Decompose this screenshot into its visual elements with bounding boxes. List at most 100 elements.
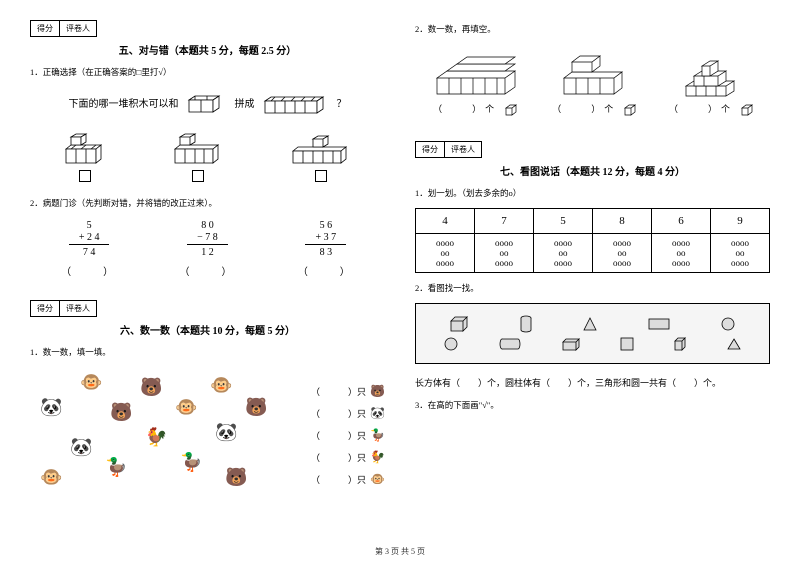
arith-2-paren[interactable]: （ ） bbox=[179, 263, 235, 278]
score-label-7: 得分 bbox=[416, 142, 445, 157]
circle-icon bbox=[443, 336, 459, 352]
score-box-6: 得分 评卷人 bbox=[30, 300, 97, 317]
arith-1-paren[interactable]: （ ） bbox=[61, 263, 117, 278]
grader-label-6: 评卷人 bbox=[60, 301, 96, 316]
count-line-4[interactable]: （）只🐓 bbox=[311, 450, 385, 465]
cube-opt-3-icon bbox=[289, 133, 353, 167]
td-2[interactable]: oooooooooo bbox=[534, 233, 593, 272]
grader-label-7: 评卷人 bbox=[445, 142, 481, 157]
bear-mini-icon: 🐻 bbox=[370, 384, 385, 399]
single-cube-icon bbox=[504, 103, 518, 117]
cube-small-icon bbox=[187, 90, 227, 114]
arith-2: 8 0 − 7 8 1 2 （ ） bbox=[179, 220, 235, 278]
q6-1-text: 1．数一数，填一填。 bbox=[30, 346, 385, 358]
cube-opt-2-icon bbox=[171, 133, 225, 167]
rect-icon bbox=[648, 318, 670, 330]
duck-mini-icon: 🦆 bbox=[370, 428, 385, 443]
td-1[interactable]: oooooooooo bbox=[475, 233, 534, 272]
shapes-box bbox=[415, 303, 770, 364]
panda-icon: 🐼 bbox=[40, 397, 62, 418]
panda-icon: 🐼 bbox=[70, 437, 92, 458]
arith-3-paren[interactable]: （ ） bbox=[298, 263, 354, 278]
arith-1: 5 + 2 4 7 4 （ ） bbox=[61, 220, 117, 278]
td-4[interactable]: oooooooooo bbox=[652, 233, 711, 272]
count-line-3[interactable]: （）只🦆 bbox=[311, 428, 385, 443]
cube-stack-3-icon bbox=[682, 48, 742, 98]
q5-1-text: 1．正确选择（在正确答案的□里打√） bbox=[30, 66, 385, 78]
cube-stack-1-icon bbox=[431, 48, 521, 98]
bear-icon: 🐻 bbox=[110, 402, 132, 423]
checkbox-1[interactable] bbox=[79, 170, 91, 182]
cube-icon bbox=[673, 336, 687, 352]
th-0: 4 bbox=[416, 208, 475, 233]
cuboid-icon bbox=[449, 315, 469, 333]
arith-3-a: 5 6 bbox=[320, 220, 333, 231]
count-lines: （）只🐻 （）只🐼 （）只🦆 （）只🐓 （）只🐵 bbox=[311, 377, 385, 494]
grader-label: 评卷人 bbox=[60, 21, 96, 36]
td-3[interactable]: oooooooooo bbox=[593, 233, 652, 272]
square-icon bbox=[620, 337, 634, 351]
count-line-1[interactable]: （）只🐻 bbox=[311, 384, 385, 399]
monkey-icon: 🐵 bbox=[40, 467, 62, 488]
triangle-icon bbox=[582, 316, 598, 332]
q5-2-text: 2．病题门诊（先判断对错，并将错的改正过来）。 bbox=[30, 197, 385, 209]
cube-1-fill[interactable]: （ ）个 bbox=[433, 104, 498, 114]
q7-1-text: 1．划一划。（划去多余的o） bbox=[415, 187, 770, 199]
arith-3-b: + 3 7 bbox=[305, 232, 346, 245]
triangle-icon bbox=[726, 337, 742, 351]
score-label-6: 得分 bbox=[31, 301, 60, 316]
monkey-mini-icon: 🐵 bbox=[370, 472, 385, 487]
th-5: 9 bbox=[711, 208, 770, 233]
monkey-icon: 🐵 bbox=[210, 375, 232, 396]
arith-3: 5 6 + 3 7 8 3 （ ） bbox=[298, 220, 354, 278]
bear-icon: 🐻 bbox=[225, 467, 247, 488]
checkbox-2[interactable] bbox=[192, 170, 204, 182]
section-5-title: 五、对与错（本题共 5 分，每题 2.5 分） bbox=[30, 42, 385, 57]
q7-3-text: 3．在高的下面画"√"。 bbox=[415, 399, 770, 411]
th-1: 7 bbox=[475, 208, 534, 233]
monkey-icon: 🐵 bbox=[80, 372, 102, 393]
page-footer: 第 3 页 共 5 页 bbox=[0, 546, 800, 557]
td-0[interactable]: oooooooooo bbox=[416, 233, 475, 272]
arithmetic-problems: 5 + 2 4 7 4 （ ） 8 0 − 7 8 1 2 （ ） 5 6 + … bbox=[30, 220, 385, 278]
score-box-7: 得分 评卷人 bbox=[415, 141, 482, 158]
section-6-title: 六、数一数（本题共 10 分，每题 5 分） bbox=[30, 322, 385, 337]
q-text-b: 拼成 bbox=[235, 95, 255, 110]
checkbox-3[interactable] bbox=[315, 170, 327, 182]
q-top-right: 2．数一数，再填空。 bbox=[415, 23, 770, 35]
section-7-title: 七、看图说话（本题共 12 分，每题 4 分） bbox=[415, 163, 770, 178]
q-text-a: 下面的哪一堆积木可以和 bbox=[69, 95, 179, 110]
arith-1-b: + 2 4 bbox=[69, 232, 110, 245]
duck-icon: 🦆 bbox=[105, 457, 127, 478]
bear-icon: 🐻 bbox=[245, 397, 267, 418]
td-5[interactable]: oooooooooo bbox=[711, 233, 770, 272]
shapes-fill-text[interactable]: 长方体有（ ）个，圆柱体有（ ）个，三角形和圆一共有（ ）个。 bbox=[415, 376, 770, 390]
blocks-question-line: 下面的哪一堆积木可以和 拼成 ？ bbox=[30, 89, 385, 115]
count-line-2[interactable]: （）只🐼 bbox=[311, 406, 385, 421]
cylinder-h-icon bbox=[498, 338, 522, 350]
th-2: 5 bbox=[534, 208, 593, 233]
single-cube-icon bbox=[623, 103, 637, 117]
q7-2-text: 2．看图找一找。 bbox=[415, 282, 770, 294]
rooster-mini-icon: 🐓 bbox=[370, 450, 385, 465]
arith-1-a: 5 bbox=[87, 220, 92, 231]
cuboid-icon bbox=[561, 337, 581, 351]
animals-area: 🐼 🐵 🐼 🐻 🦆 🐻 🐓 🐵 🦆 🐵 🐼 🐻 🐻 🐵 （）只🐻 （）只🐼 （）… bbox=[30, 367, 385, 497]
rooster-icon: 🐓 bbox=[145, 427, 167, 448]
cube-3-fill[interactable]: （ ）个 bbox=[669, 104, 734, 114]
score-label: 得分 bbox=[31, 21, 60, 36]
arith-2-a: 8 0 bbox=[201, 220, 214, 231]
cube-2-fill[interactable]: （ ）个 bbox=[552, 104, 617, 114]
monkey-icon: 🐵 bbox=[175, 397, 197, 418]
q-text-c: ？ bbox=[337, 95, 347, 110]
cylinder-icon bbox=[519, 315, 533, 333]
cube-opt-1-icon bbox=[62, 133, 108, 167]
circle-icon bbox=[720, 316, 736, 332]
bear-icon: 🐻 bbox=[140, 377, 162, 398]
panda-icon: 🐼 bbox=[215, 422, 237, 443]
cube-counting-row: （ ）个 （ ）个 （ ）个 bbox=[415, 48, 770, 117]
arith-2-r: 1 2 bbox=[201, 246, 214, 259]
single-cube-icon bbox=[740, 103, 754, 117]
count-line-5[interactable]: （）只🐵 bbox=[311, 472, 385, 487]
th-3: 8 bbox=[593, 208, 652, 233]
